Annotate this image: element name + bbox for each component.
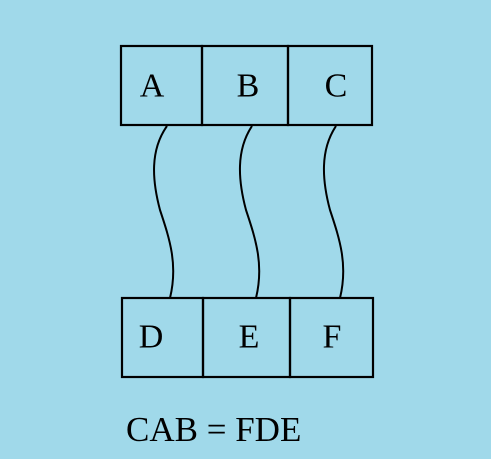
cell-c-box — [286, 44, 374, 127]
cell-c-label: C — [325, 68, 348, 105]
connectors — [153, 125, 345, 299]
connector-b-e — [239, 125, 261, 299]
cell-d-label: D — [139, 319, 164, 356]
bottom-row: D E F — [120, 296, 375, 379]
cell-f-label: F — [323, 319, 342, 356]
connector-a-d — [153, 125, 175, 299]
equation-label: CAB = FDE — [126, 410, 302, 449]
connector-c-f — [323, 125, 345, 299]
cell-e-label: E — [239, 319, 260, 356]
cell-a-label: A — [140, 68, 165, 105]
cell-b-label: B — [237, 68, 260, 105]
top-row: A B C — [119, 44, 374, 127]
cell-f-box — [288, 296, 375, 379]
